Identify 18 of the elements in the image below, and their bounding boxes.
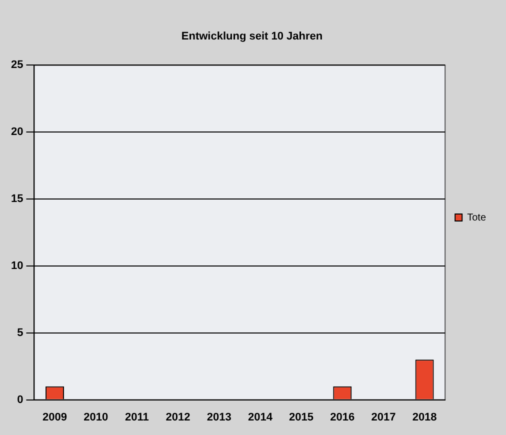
x-tick-label: 2018 [412,411,437,424]
y-tick-label: 15 [10,193,24,206]
y-tick-label: 0 [17,394,24,406]
legend-label: Tote [467,212,486,224]
x-tick-label: 2011 [125,411,149,424]
x-tick-label: 2010 [84,411,108,424]
y-tick-label: 20 [10,126,24,138]
x-tick-label: 2012 [166,411,190,424]
x-tick-label: 2013 [206,411,232,424]
y-tick-label: 10 [10,260,24,272]
y-tick-label: 5 [17,326,24,339]
x-tick-label: 2015 [289,411,314,424]
x-tick-label: 2016 [330,411,355,424]
x-tick-label: 2017 [371,411,396,424]
x-tick-label: 2014 [248,411,274,424]
chart-title: Entwicklung seit 10 Jahren [181,30,323,43]
y-tick-label: 25 [10,59,24,72]
x-tick-label: 2009 [42,411,68,424]
